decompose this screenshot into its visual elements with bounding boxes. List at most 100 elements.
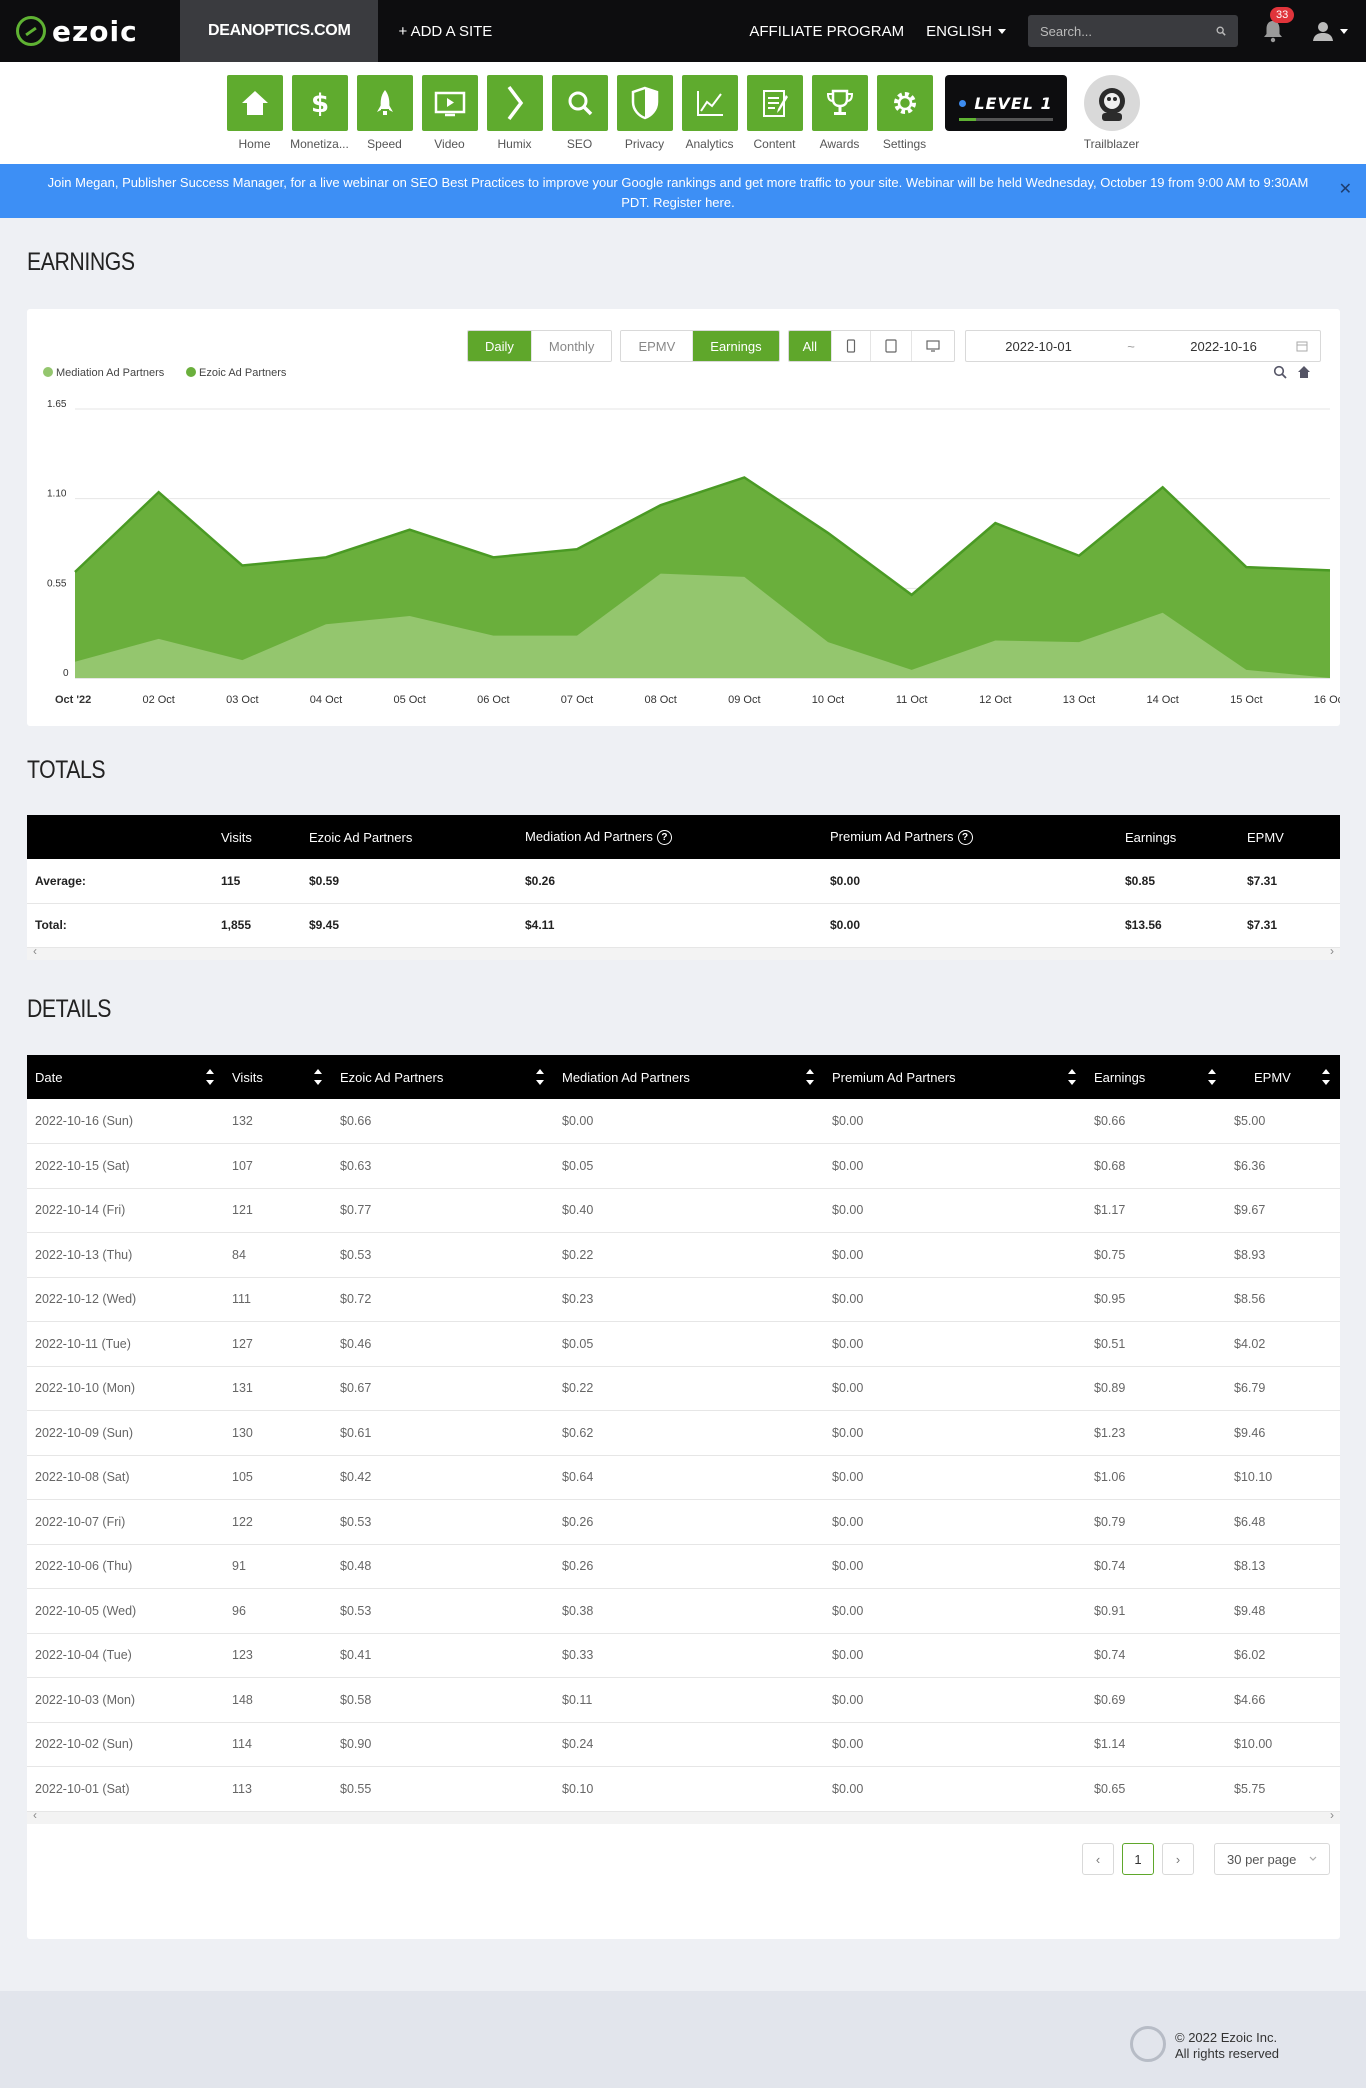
legend-label: Mediation Ad Partners <box>56 367 165 379</box>
table-cell: $0.00 <box>824 1366 1086 1411</box>
date-separator: ~ <box>1127 338 1135 354</box>
sort-earnings-header[interactable]: Earnings <box>1086 1055 1226 1099</box>
help-icon[interactable]: ? <box>957 830 973 846</box>
totals-header-premium: Premium Ad Partners? <box>830 815 1125 859</box>
nav-label: Humix <box>497 137 532 151</box>
table-cell: $0.00 <box>824 1188 1086 1233</box>
nav-analytics[interactable]: Analytics <box>677 75 742 164</box>
nav-label: Settings <box>882 137 927 151</box>
help-icon[interactable]: ? <box>656 830 672 846</box>
table-cell: $0.00 <box>824 1410 1086 1456</box>
all-devices-button[interactable]: All <box>788 331 832 361</box>
nav-content[interactable]: Content <box>742 75 807 164</box>
nav-privacy[interactable]: Privacy <box>612 75 677 164</box>
table-cell: $0.72 <box>332 1277 554 1322</box>
daily-button[interactable]: Daily <box>468 331 531 361</box>
mobile-icon <box>846 339 856 353</box>
gear-icon <box>876 75 933 131</box>
next-page-button[interactable]: › <box>1162 1843 1194 1875</box>
table-cell: 2022-10-03 (Mon) <box>27 1677 224 1723</box>
table-cell: $0.00 <box>824 1455 1086 1500</box>
nav-trailblazer[interactable]: Trailblazer <box>1079 75 1144 164</box>
user-menu[interactable] <box>1312 20 1348 42</box>
x-tick-label: 05 Oct <box>393 694 425 706</box>
table-row: 2022-10-09 (Sun) 130 $0.61 $0.62 $0.00 $1.23 $… <box>27 1410 1340 1456</box>
rocket-icon <box>356 75 413 131</box>
tablet-button[interactable] <box>870 331 912 361</box>
totals-horizontal-scrollbar[interactable] <box>27 944 1340 960</box>
prev-page-button[interactable]: ‹ <box>1082 1843 1114 1875</box>
table-cell: $0.00 <box>824 1099 1086 1144</box>
language-selector[interactable]: ENGLISH <box>926 23 1006 40</box>
sort-ezoic-header[interactable]: Ezoic Ad Partners <box>332 1055 554 1099</box>
nav-settings[interactable]: Settings <box>872 75 937 164</box>
sort-icon <box>1068 1069 1076 1085</box>
zoom-icon[interactable] <box>1273 365 1287 379</box>
notifications-button[interactable]: 33 <box>1262 7 1295 43</box>
nav-label: Monetiza... <box>290 137 349 151</box>
legend-swatch <box>186 367 196 377</box>
sort-premium-header[interactable]: Premium Ad Partners <box>824 1055 1086 1099</box>
page-number-button[interactable]: 1 <box>1122 1843 1154 1875</box>
table-cell: $4.66 <box>1226 1677 1340 1723</box>
per-page-select[interactable]: 30 per page <box>1214 1843 1330 1875</box>
details-horizontal-scrollbar[interactable] <box>27 1808 1340 1824</box>
table-cell: $0.46 <box>332 1321 554 1367</box>
chevron-right-icon <box>486 75 543 131</box>
sort-mediation-header[interactable]: Mediation Ad Partners <box>554 1055 824 1099</box>
nav-seo[interactable]: SEO <box>547 75 612 164</box>
table-cell: 2022-10-04 (Tue) <box>27 1633 224 1678</box>
close-icon[interactable]: ✕ <box>1338 181 1352 198</box>
header-label: Mediation Ad Partners <box>562 1069 690 1085</box>
header-label: Premium Ad Partners <box>832 1069 956 1085</box>
epmv-button[interactable]: EPMV <box>621 331 693 361</box>
search-input[interactable] <box>1040 23 1216 39</box>
table-row: 2022-10-14 (Fri) 121 $0.77 $0.40 $0.00 $1.17 $… <box>27 1188 1340 1233</box>
monthly-button[interactable]: Monthly <box>530 331 612 361</box>
sort-epmv-header[interactable]: EPMV <box>1226 1055 1340 1099</box>
totals-header-ezoic: Ezoic Ad Partners <box>309 815 525 859</box>
date-range-picker[interactable]: 2022-10-01 ~ 2022-10-16 <box>965 330 1322 362</box>
search-icon[interactable] <box>1216 25 1226 37</box>
x-tick-label: 16 Oct <box>1314 694 1340 706</box>
table-cell: 2022-10-12 (Wed) <box>27 1277 224 1322</box>
x-tick-label: 11 Oct <box>896 694 928 706</box>
table-row: 2022-10-01 (Sat) 113 $0.55 $0.10 $0.00 $0.65 $… <box>27 1766 1340 1812</box>
nav-monetization[interactable]: $ Monetiza... <box>287 75 352 164</box>
nav-home[interactable]: Home <box>222 75 287 164</box>
nav-awards[interactable]: Awards <box>807 75 872 164</box>
site-selector[interactable]: DEANOPTICS.COM <box>180 0 379 62</box>
table-cell: $0.53 <box>332 1499 554 1545</box>
totals-cell: $9.45 <box>309 903 525 948</box>
table-cell: $6.02 <box>1226 1633 1340 1678</box>
table-cell: 127 <box>224 1321 332 1367</box>
date-to[interactable]: 2022-10-16 <box>1190 338 1257 354</box>
totals-title: TOTALS <box>27 756 106 784</box>
register-link[interactable]: Register here. <box>653 195 735 210</box>
table-cell: $0.63 <box>332 1143 554 1189</box>
nav-video[interactable]: Video <box>417 75 482 164</box>
ezoic-logo[interactable]: ezoic <box>0 0 180 62</box>
table-cell: 121 <box>224 1188 332 1233</box>
edit-document-icon <box>746 75 803 131</box>
nav-humix[interactable]: Humix <box>482 75 547 164</box>
x-tick-label: 03 Oct <box>226 694 258 706</box>
table-cell: $0.62 <box>554 1410 824 1456</box>
desktop-button[interactable] <box>911 331 955 361</box>
mobile-button[interactable] <box>831 331 871 361</box>
table-cell: $0.58 <box>332 1677 554 1723</box>
header-label: EPMV <box>1254 1069 1291 1085</box>
add-site-link[interactable]: + ADD A SITE <box>398 22 493 40</box>
table-cell: $0.00 <box>824 1544 1086 1589</box>
level-badge[interactable]: LEVEL 1 <box>945 75 1067 131</box>
sort-date-header[interactable]: Date <box>27 1055 224 1099</box>
sort-visits-header[interactable]: Visits <box>224 1055 332 1099</box>
search-box <box>1028 15 1238 47</box>
table-cell: $1.17 <box>1086 1188 1226 1233</box>
home-reset-icon[interactable] <box>1297 365 1311 379</box>
earnings-button[interactable]: Earnings <box>692 331 779 361</box>
date-from[interactable]: 2022-10-01 <box>1005 338 1072 354</box>
nav-speed[interactable]: Speed <box>352 75 417 164</box>
header-label: Ezoic Ad Partners <box>340 1069 444 1085</box>
affiliate-program-link[interactable]: AFFILIATE PROGRAM <box>749 22 905 40</box>
